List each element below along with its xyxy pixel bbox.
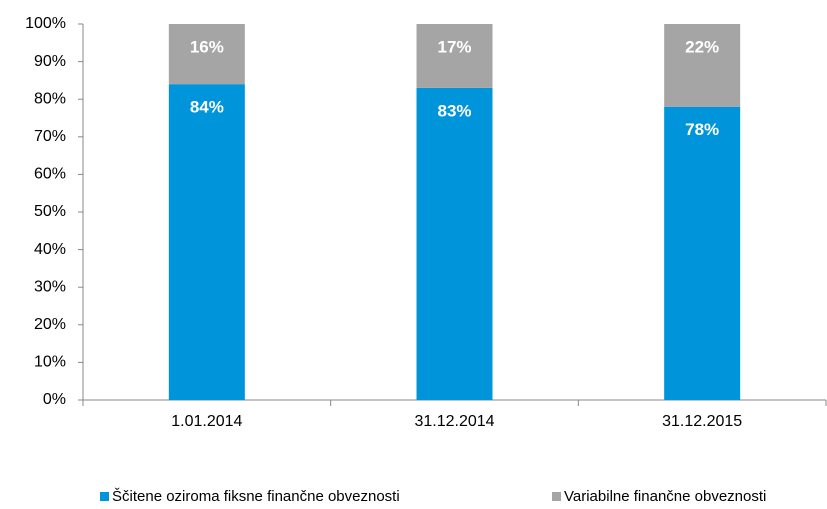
x-tick-label: 1.01.2014: [171, 413, 242, 430]
bar-segment: [168, 24, 245, 85]
y-tick-label: 50%: [34, 203, 66, 220]
y-tick-label: 90%: [34, 53, 66, 70]
y-tick-label: 10%: [34, 354, 66, 371]
value-label: 22%: [685, 37, 719, 56]
legend-label: Variabilne finančne obveznosti: [564, 488, 766, 505]
x-tick-label: 31.12.2014: [414, 413, 494, 430]
bar-segment: [416, 87, 493, 401]
y-tick-label: 80%: [34, 90, 66, 107]
bar-segment: [168, 84, 245, 400]
x-tick-label: 31.12.2015: [662, 413, 742, 430]
y-tick-label: 70%: [34, 128, 66, 145]
legend-label: Ščitene oziroma fiksne finančne obveznos…: [112, 488, 400, 505]
y-tick-label: 100%: [25, 15, 66, 32]
y-tick-label: 20%: [34, 316, 66, 333]
value-label: 83%: [437, 101, 471, 120]
y-tick-label: 40%: [34, 241, 66, 258]
legend-swatch: [100, 492, 109, 501]
value-label: 16%: [190, 37, 224, 56]
value-label: 17%: [437, 37, 471, 56]
bar-segment: [416, 24, 493, 88]
bar-segment: [664, 24, 741, 107]
y-tick-label: 60%: [34, 166, 66, 183]
bar-segment: [664, 106, 741, 400]
value-label: 78%: [685, 120, 719, 139]
legend-swatch: [552, 492, 561, 501]
y-tick-label: 0%: [43, 391, 66, 408]
y-tick-label: 30%: [34, 278, 66, 295]
value-label: 84%: [190, 98, 224, 117]
